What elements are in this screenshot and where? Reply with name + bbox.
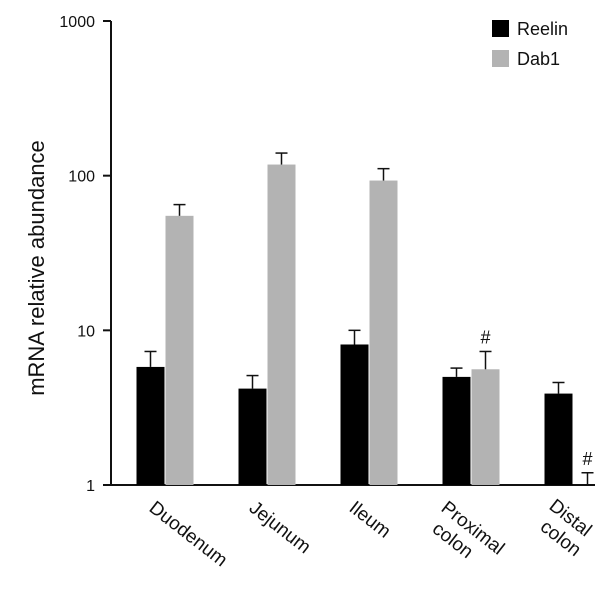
y-tick-label: 100: [68, 169, 95, 186]
category-label: Jejunum: [245, 497, 315, 558]
bar-dab1: [471, 369, 500, 485]
category-label: Ileum: [345, 497, 395, 542]
error-bars: [144, 152, 594, 485]
legend-swatch: [492, 20, 509, 37]
category-label: Proximalcolon: [423, 497, 508, 576]
legend: Reelin Dab1: [492, 19, 568, 69]
bar-dab1: [267, 164, 296, 485]
bar-dab1: [165, 215, 194, 485]
legend-swatch: [492, 50, 509, 67]
legend-label: Dab1: [517, 49, 560, 69]
bars: [136, 164, 573, 485]
y-axis-title: mRNA relative abundance: [24, 140, 49, 396]
y-tick-label: 10: [77, 323, 95, 340]
annotations: ##: [480, 327, 592, 468]
legend-label: Reelin: [517, 19, 568, 39]
bar-dab1: [369, 180, 398, 485]
significance-mark: #: [582, 449, 592, 469]
category-label-line: Duodenum: [145, 497, 231, 571]
significance-mark: #: [480, 327, 490, 347]
bar-reelin: [544, 393, 573, 485]
category-label: Distalcolon: [531, 495, 598, 561]
category-label-line: Ileum: [345, 497, 395, 542]
bar-reelin: [442, 376, 471, 485]
x-category-labels: Duodenum Jejunum Ileum Proximalcolon Distalc…: [145, 495, 598, 576]
category-label: Duodenum: [145, 497, 231, 571]
bar-reelin: [136, 366, 165, 485]
category-label-line: Jejunum: [245, 497, 315, 558]
y-tick-label: 1: [86, 478, 95, 495]
bar-reelin: [340, 344, 369, 485]
y-tick-labels: 1 10 100 1000: [59, 14, 95, 495]
bar-reelin: [238, 388, 267, 485]
y-tick-label: 1000: [59, 14, 95, 31]
